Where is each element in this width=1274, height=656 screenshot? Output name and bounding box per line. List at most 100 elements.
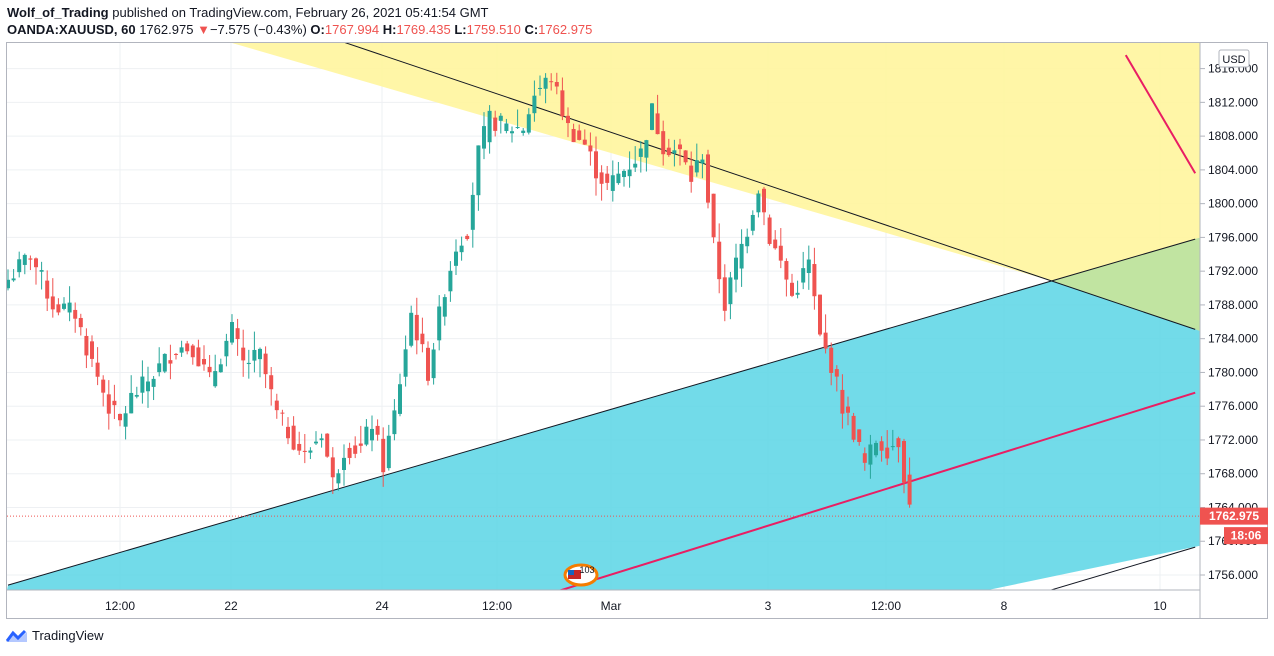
economic-event-flag-icon[interactable]: 103: [563, 563, 599, 587]
candle-body: [17, 259, 22, 273]
low-value: 1759.510: [466, 22, 521, 37]
price-axis[interactable]: 1756.0001760.0001764.0001768.0001772.000…: [1200, 62, 1258, 582]
candle-body: [34, 258, 38, 268]
candle-body: [622, 170, 626, 178]
candle-body: [431, 349, 436, 379]
candle-body: [414, 314, 419, 341]
candle-body: [750, 214, 755, 231]
candle-body: [504, 123, 509, 132]
candle-body: [319, 438, 324, 441]
candle-body: [207, 366, 212, 373]
candle-body: [834, 369, 839, 377]
currency-label[interactable]: USD: [1218, 49, 1250, 68]
candle-body: [112, 400, 117, 406]
candle-body: [134, 394, 139, 397]
candle-body: [151, 378, 156, 387]
countdown-badge: 18:06: [1224, 527, 1268, 545]
candle-body: [67, 302, 72, 313]
candle-body: [650, 103, 654, 130]
candle-body: [801, 268, 806, 283]
candle-body: [73, 309, 78, 319]
candle-body: [610, 175, 615, 191]
candle-body: [538, 87, 542, 89]
low-label: L:: [454, 22, 467, 37]
pink-channel-lower-line[interactable]: [501, 391, 1196, 609]
svg-text:1762.975: 1762.975: [1209, 509, 1259, 523]
price-tick-label: 1788.000: [1208, 298, 1258, 312]
candle-body: [711, 193, 716, 238]
candle-body: [784, 261, 789, 280]
candle-body: [95, 362, 100, 377]
brand-label: TradingView: [32, 628, 104, 643]
candle-body: [123, 413, 128, 427]
candle-body: [330, 457, 335, 478]
candle-body: [358, 443, 363, 446]
candle-body: [806, 259, 811, 274]
candle-body: [515, 127, 520, 129]
time-tick-label: 24: [375, 599, 389, 613]
candle-body: [694, 160, 699, 173]
candle-body: [11, 278, 16, 281]
candle-body: [342, 457, 346, 470]
candle-body: [202, 358, 206, 365]
candle-body: [812, 264, 817, 297]
svg-text:18:06: 18:06: [1231, 529, 1262, 543]
candle-body: [196, 347, 201, 367]
candle-body: [162, 353, 167, 372]
candle-body: [734, 257, 738, 280]
channel-lower-trendline[interactable]: [988, 546, 1196, 609]
cyan-support-zone[interactable]: [7, 237, 1200, 590]
candle-body: [101, 379, 106, 393]
symbol-label[interactable]: OANDA:XAUUSD, 60: [7, 22, 136, 37]
upper-trendline[interactable]: [232, 4, 1196, 330]
footer-brand[interactable]: TradingView: [6, 628, 104, 643]
candle-body: [258, 348, 262, 360]
green-overlap-zone[interactable]: [1051, 237, 1200, 332]
candle-body: [84, 335, 89, 356]
candle-body: [168, 360, 173, 364]
time-axis[interactable]: 12:00 22 24 12:00 Mar 3 12:00 8 10: [105, 599, 1167, 613]
candle-body: [263, 353, 268, 375]
candle-body: [56, 304, 61, 313]
price-change: −7.575 (−0.43%): [209, 22, 307, 37]
pink-channel-upper-line[interactable]: [1124, 54, 1197, 174]
time-tick-label: 22: [224, 599, 238, 613]
candle-body: [398, 384, 402, 414]
candle-body: [286, 426, 290, 439]
candle-body: [700, 159, 705, 164]
candle-body: [672, 150, 677, 154]
yellow-resistance-zone[interactable]: [232, 43, 1200, 332]
candle-body: [459, 245, 464, 253]
last-price-badge: 1762.975: [1200, 507, 1268, 525]
candle-body: [106, 394, 111, 414]
candle-body: [560, 90, 565, 117]
lower-trendline[interactable]: [7, 238, 1196, 586]
candle-body: [7, 279, 10, 289]
price-tick-label: 1808.000: [1208, 129, 1258, 143]
open-label: O:: [310, 22, 325, 37]
candle-body: [818, 294, 822, 335]
author-name[interactable]: Wolf_of_Trading: [7, 5, 109, 20]
high-value: 1769.435: [396, 22, 451, 37]
candle-body: [174, 353, 178, 355]
candle-body: [678, 144, 682, 150]
candle-body: [90, 341, 94, 359]
candle-body: [616, 173, 621, 184]
close-label: C:: [524, 22, 539, 37]
candle-body: [543, 77, 548, 89]
candle-body: [392, 410, 397, 435]
change-down-icon: ▼: [197, 22, 210, 37]
candle-body: [364, 426, 369, 445]
candle-body: [470, 194, 475, 230]
candle-body: [45, 280, 50, 299]
candle-body: [140, 376, 145, 393]
candle-body: [218, 364, 223, 373]
candle-body: [521, 130, 526, 133]
candle-body: [157, 363, 162, 373]
price-tick-label: 1780.000: [1208, 365, 1258, 379]
candle-body: [767, 217, 772, 244]
candle-body: [549, 81, 554, 83]
candle-body: [476, 145, 481, 196]
candle-body: [862, 453, 867, 463]
